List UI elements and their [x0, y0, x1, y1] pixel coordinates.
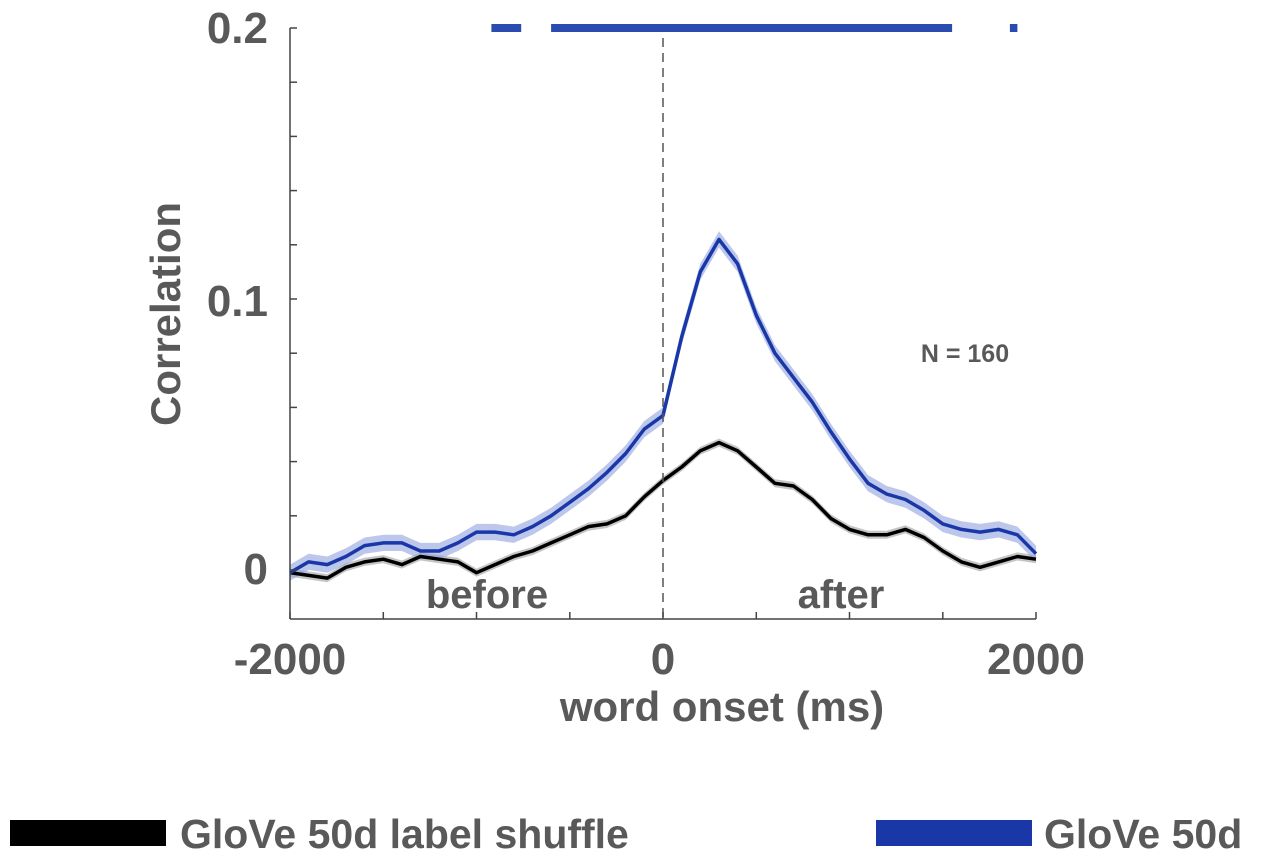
x-tick-label-0: 0 [651, 635, 675, 684]
x-tick-label-2000: 2000 [987, 635, 1085, 684]
y-tick-label-0.2: 0.2 [207, 4, 268, 53]
x-tick-label-neg2000: -2000 [234, 635, 347, 684]
legend: GloVe 50d label shuffle GloVe 50d [10, 811, 1242, 857]
y-tick-label-0: 0 [244, 545, 268, 594]
series-lines [289, 237, 1038, 580]
significance-bar-0 [491, 24, 522, 32]
legend-swatch-shuffle [10, 820, 166, 846]
y-tick-label-0.1: 0.1 [207, 277, 268, 326]
y-axis-title: Correlation [142, 202, 189, 426]
x-minor-ticks [289, 612, 1037, 619]
legend-swatch-glove [876, 820, 1032, 846]
significance-bar-1 [551, 24, 953, 32]
legend-label-shuffle: GloVe 50d label shuffle [180, 811, 629, 857]
after-label: after [798, 573, 885, 617]
before-label: before [426, 573, 548, 617]
significance-markers [491, 24, 1018, 32]
n-label: N = 160 [921, 340, 1009, 368]
x-axis-title: word onset (ms) [559, 683, 884, 730]
legend-label-glove: GloVe 50d [1044, 811, 1242, 857]
y-minor-ticks [290, 27, 297, 571]
axes [289, 27, 1037, 620]
significance-bar-2 [1009, 24, 1018, 32]
